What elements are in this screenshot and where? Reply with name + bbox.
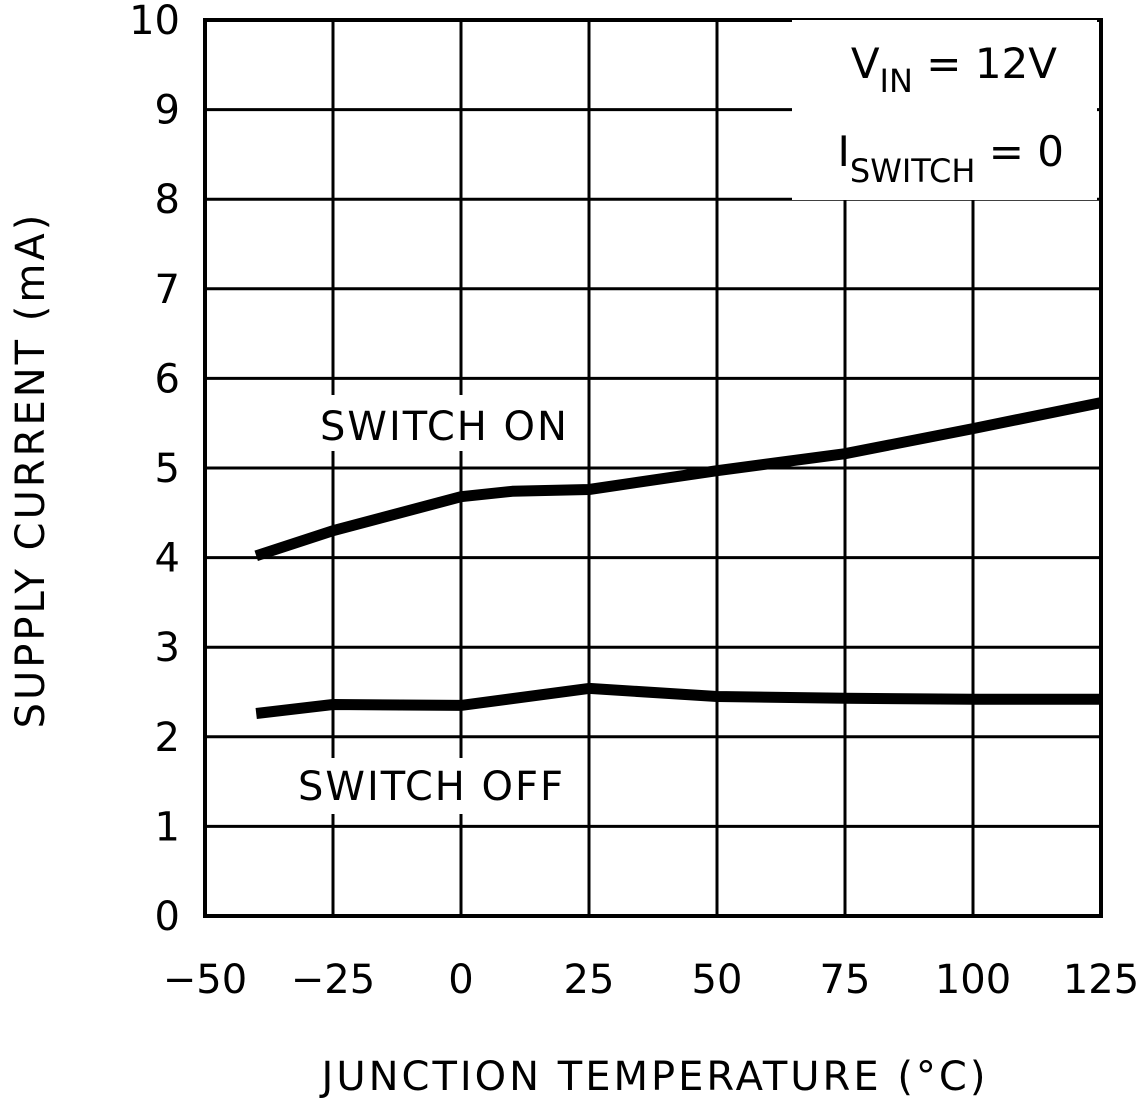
y-tick-label-9: 9	[155, 88, 180, 134]
series-label-switch-on: SWITCH ON	[320, 404, 569, 450]
y-tick-labels: 0 1 2 3 4 5 6 7 8 9 10	[129, 0, 180, 940]
annotation-vin: VIN = 12V	[851, 39, 1057, 100]
y-tick-label-3: 3	[155, 625, 180, 671]
annotation-iswitch-main: I	[838, 127, 850, 176]
annotation-vin-sub: IN	[880, 62, 913, 100]
x-tick-label-1: −25	[291, 957, 375, 1003]
plot-frame	[203, 18, 1103, 918]
series-line-switch-off	[255, 682, 1101, 719]
y-tick-label-5: 5	[155, 446, 180, 492]
x-tick-label-5: 75	[820, 957, 871, 1003]
x-tick-label-2: 0	[448, 957, 473, 1003]
annotation-vin-rest: = 12V	[913, 39, 1057, 88]
y-tick-label-8: 8	[155, 177, 180, 223]
y-tick-label-1: 1	[155, 804, 180, 850]
x-axis-title: JUNCTION TEMPERATURE (°C)	[319, 1054, 989, 1100]
plot-border	[203, 18, 1103, 918]
y-tick-label-2: 2	[155, 715, 180, 761]
annotation-iswitch-sub: SWITCH	[850, 152, 975, 190]
series-layer	[254, 397, 1103, 719]
x-tick-label-3: 25	[564, 957, 615, 1003]
y-axis-title: SUPPLY CURRENT (mA)	[8, 212, 54, 729]
switch-off-label-background	[292, 758, 574, 814]
y-tick-label-7: 7	[155, 267, 180, 313]
x-tick-labels: −50 −25 0 25 50 75 100 125	[163, 957, 1139, 1003]
x-tick-label-7: 125	[1063, 957, 1139, 1003]
annotation-iswitch: ISWITCH = 0	[838, 127, 1064, 190]
annotation-iswitch-rest: = 0	[975, 127, 1064, 176]
y-tick-label-6: 6	[155, 356, 180, 402]
x-tick-label-4: 50	[692, 957, 743, 1003]
annotation-background	[792, 20, 1097, 200]
switch-on-label-background	[312, 395, 574, 451]
x-tick-label-6: 100	[935, 957, 1011, 1003]
y-tick-label-4: 4	[155, 536, 180, 582]
x-tick-label-0: −50	[163, 957, 247, 1003]
series-label-switch-off: SWITCH OFF	[298, 764, 565, 810]
y-tick-label-10: 10	[129, 0, 180, 44]
y-tick-label-0: 0	[155, 894, 180, 940]
annotation-vin-main: V	[851, 39, 880, 88]
